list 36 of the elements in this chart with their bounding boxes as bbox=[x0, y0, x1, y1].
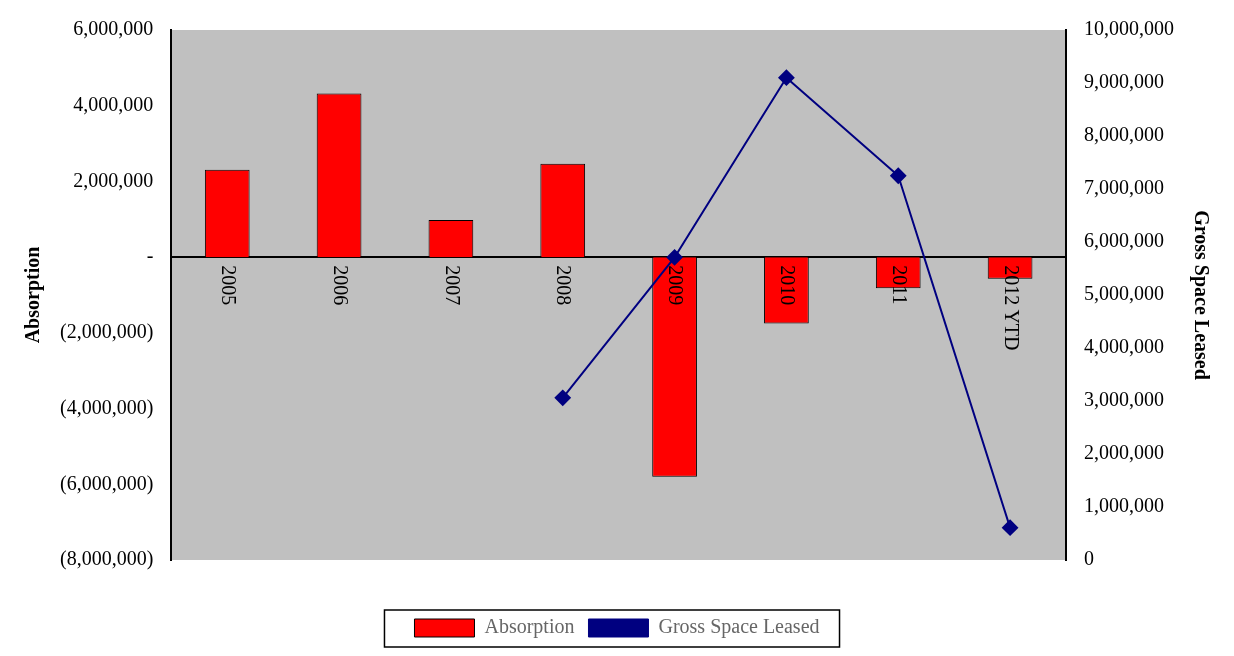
y2-tick-label: 6,000,000 bbox=[1084, 229, 1164, 252]
y2-tick-label: 4,000,000 bbox=[1084, 335, 1164, 358]
point bbox=[1002, 519, 1019, 536]
point bbox=[554, 389, 571, 406]
x-tick-label: 2012 YTD bbox=[1000, 265, 1023, 351]
y2-tick-label: 2,000,000 bbox=[1084, 441, 1164, 464]
point bbox=[778, 69, 795, 86]
x-tick-label: 2008 bbox=[553, 265, 576, 306]
x-tick-label: 2007 bbox=[441, 265, 464, 306]
y-tick-label: (6,000,000) bbox=[59, 471, 154, 495]
y2-tick-label: 3,000,000 bbox=[1084, 388, 1164, 411]
point bbox=[890, 167, 907, 184]
y-tick-label: (8,000,000) bbox=[59, 547, 154, 571]
y2-tick-label: 8,000,000 bbox=[1084, 123, 1164, 146]
y2-tick-label: 10,000,000 bbox=[1084, 17, 1174, 40]
x-tick-label: 2010 bbox=[777, 265, 800, 306]
y-axis-title: Absorption bbox=[21, 246, 45, 344]
x-tick-label: 2011 bbox=[889, 265, 911, 305]
y-tick-label: 6,000,000 bbox=[73, 17, 154, 40]
y-tick-label: (2,000,000) bbox=[59, 320, 154, 344]
x-tick-label: 2006 bbox=[329, 265, 352, 306]
point bbox=[666, 249, 683, 266]
legend-label: Gross Space Leased bbox=[658, 615, 820, 639]
y-tick-label: 4,000,000 bbox=[73, 92, 154, 115]
y-tick-label: (4,000,000) bbox=[59, 395, 154, 419]
y2-tick-label: 5,000,000 bbox=[1084, 282, 1164, 305]
y2-tick-label: 1,000,000 bbox=[1084, 494, 1164, 517]
y2-tick-label: 9,000,000 bbox=[1084, 70, 1164, 93]
x-tick-label: 2005 bbox=[217, 265, 240, 306]
y-tick-label: 2,000,000 bbox=[73, 168, 154, 191]
y-tick-label: - bbox=[146, 244, 154, 267]
legend-label: Absorption bbox=[484, 615, 575, 639]
x-tick-label: 2009 bbox=[665, 265, 688, 306]
y2-axis-title: Gross Space Leased bbox=[1189, 210, 1213, 380]
y2-tick-label: 0 bbox=[1084, 547, 1094, 570]
y2-tick-label: 7,000,000 bbox=[1084, 176, 1164, 199]
